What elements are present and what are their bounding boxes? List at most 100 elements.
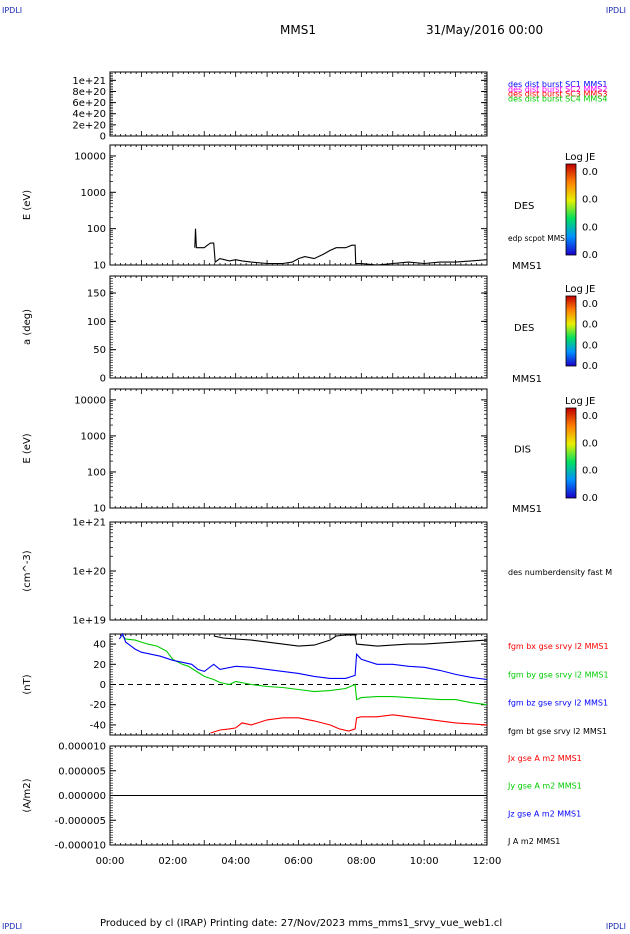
p6-series-line (122, 635, 488, 706)
p3-y-axis-label: a (deg) (22, 309, 33, 345)
p3-y-tick-label: 0 (100, 374, 106, 385)
p2-colorbar-tick: 0.0 (582, 195, 598, 206)
p6-y-tick-label: 40 (93, 640, 106, 651)
p6-y-axis-label: (nT) (22, 674, 33, 694)
p7-legend-entry: Jy gse A m2 MMS1 (507, 782, 582, 791)
p6-y-tick-label: 20 (93, 660, 106, 671)
p2-colorbar (565, 163, 577, 256)
p6-y-tick-label: -40 (90, 720, 106, 731)
p4-instrument-label: DIS (514, 445, 531, 456)
p2-colorbar-title: Log JE (565, 152, 595, 163)
p4-colorbar-tick: 0.0 (582, 411, 598, 422)
p1-y-tick-label: 6e+20 (72, 98, 106, 109)
p5-y-tick-label: 1e+21 (72, 518, 106, 529)
x-tick-label: 10:00 (410, 856, 439, 867)
p3-colorbar-title: Log JE (565, 284, 595, 295)
p7-legend-entry: J A m2 MMS1 (507, 837, 560, 846)
p6-series-line (210, 714, 488, 734)
p2-instrument-label: DES (514, 201, 534, 212)
p1-y-tick-label: 4e+20 (72, 109, 106, 120)
p7-y-tick-label: 0.000000 (58, 791, 106, 802)
p2-colorbar-tick: 0.0 (582, 222, 598, 233)
p4-colorbar-tick: 0.0 (582, 466, 598, 477)
p4-colorbar-title: Log JE (565, 396, 595, 407)
p4-colorbar (565, 407, 577, 499)
p7-y-axis-label: (A/m2) (22, 778, 33, 812)
p4-colorbar-tick: 0.0 (582, 493, 598, 504)
p6-legend-entry: fgm bz gse srvy l2 MMS1 (508, 699, 608, 708)
p7-y-tick-label: -0.000010 (55, 841, 106, 852)
header-datetime: 31/May/2016 00:00 (426, 23, 544, 37)
p1-legend-entry: des dist burst SC1 MMS1 (508, 80, 607, 89)
p2-foot-label: MMS1 (512, 261, 542, 272)
p3-colorbar-tick: 0.0 (582, 320, 598, 331)
p3-y-tick-label: 50 (93, 345, 106, 356)
p5-legend-entry: des numberdensity fast M (508, 568, 612, 577)
p3-y-tick-label: 150 (87, 289, 106, 300)
x-tick-label: 08:00 (347, 856, 376, 867)
p1-legend-entry: des dist burst SC4 MMS4 (508, 94, 607, 103)
p4-y-axis-label: E (eV) (22, 433, 33, 463)
p7-y-tick-label: 0.000010 (58, 742, 106, 753)
p4-y-tick-label: 10000 (74, 395, 106, 406)
p2-y-tick-label: 10000 (74, 151, 106, 162)
p7-y-tick-label: -0.000005 (55, 816, 106, 827)
p3-colorbar (565, 295, 577, 367)
p2-y-tick-label: 100 (87, 224, 106, 235)
p2-sublabel: edp scpot MMS1 (508, 234, 570, 243)
footer-text: Produced by cl (IRAP) Printing date: 27/… (100, 918, 503, 929)
p6-legend-entry: fgm bx gse srvy l2 MMS1 (508, 642, 609, 651)
p2-colorbar-tick: 0.0 (582, 250, 598, 261)
p3-colorbar-tick: 0.0 (582, 340, 598, 351)
p4-y-tick-label: 10 (93, 504, 106, 515)
x-tick-label: 12:00 (473, 856, 502, 867)
p4-y-tick-label: 1000 (81, 431, 106, 442)
p2-scpot-line (194, 228, 488, 266)
p3-colorbar-tick: 0.0 (582, 299, 598, 310)
p1-y-tick-label: 2e+20 (72, 120, 106, 131)
p1-legend-entry: des dist burst SC3 MMS3 (508, 90, 607, 99)
p1-frame (109, 71, 488, 137)
p2-frame (109, 144, 488, 266)
header-spacecraft: MMS1 (280, 23, 316, 37)
p6-legend-entry: fgm by gse srvy l2 MMS1 (508, 670, 609, 679)
p1-legend-entry: des dist burst SC2 MMS2 (508, 85, 607, 94)
corner-label-br: IPDLI (605, 922, 626, 931)
p2-y-tick-label: 1000 (81, 188, 106, 199)
corner-label-tr: IPDLI (605, 6, 626, 15)
p6-series-line (118, 632, 488, 681)
p3-y-tick-label: 100 (87, 317, 106, 328)
p5-y-tick-label: 1e+20 (72, 567, 106, 578)
p1-y-tick-label: 1e+21 (72, 76, 106, 87)
p6-legend-entry: fgm bt gse srvy l2 MMS1 (508, 727, 607, 736)
p6-y-tick-label: 0 (100, 680, 106, 691)
p1-y-tick-label: 0 (100, 132, 106, 143)
p5-y-axis-label: (cm^-3) (22, 550, 33, 591)
p4-frame (109, 388, 488, 509)
p7-legend-entry: Jx gse A m2 MMS1 (507, 754, 582, 763)
p5-y-tick-label: 1e+19 (72, 616, 106, 627)
corner-label-tl: IPDLI (2, 6, 23, 15)
p3-colorbar-tick: 0.0 (582, 361, 598, 372)
corner-label-bl: IPDLI (2, 922, 23, 931)
x-tick-label: 06:00 (284, 856, 313, 867)
p6-series-line (213, 634, 488, 647)
p1-y-tick-label: 8e+20 (72, 87, 106, 98)
p2-y-axis-label: E (eV) (22, 190, 33, 220)
p4-colorbar-tick: 0.0 (582, 438, 598, 449)
x-tick-label: 02:00 (158, 856, 187, 867)
p2-colorbar-tick: 0.0 (582, 167, 598, 178)
p6-y-tick-label: -20 (90, 700, 106, 711)
p2-y-tick-label: 10 (93, 261, 106, 272)
p3-instrument-label: DES (514, 323, 534, 334)
p3-frame (109, 275, 488, 379)
p4-y-tick-label: 100 (87, 467, 106, 478)
x-tick-label: 00:00 (96, 856, 125, 867)
x-tick-label: 04:00 (221, 856, 250, 867)
p7-legend-entry: Jz gse A m2 MMS1 (507, 809, 581, 818)
p3-foot-label: MMS1 (512, 374, 542, 385)
p4-foot-label: MMS1 (512, 504, 542, 515)
p5-frame (109, 521, 488, 621)
p7-y-tick-label: 0.000005 (58, 766, 106, 777)
